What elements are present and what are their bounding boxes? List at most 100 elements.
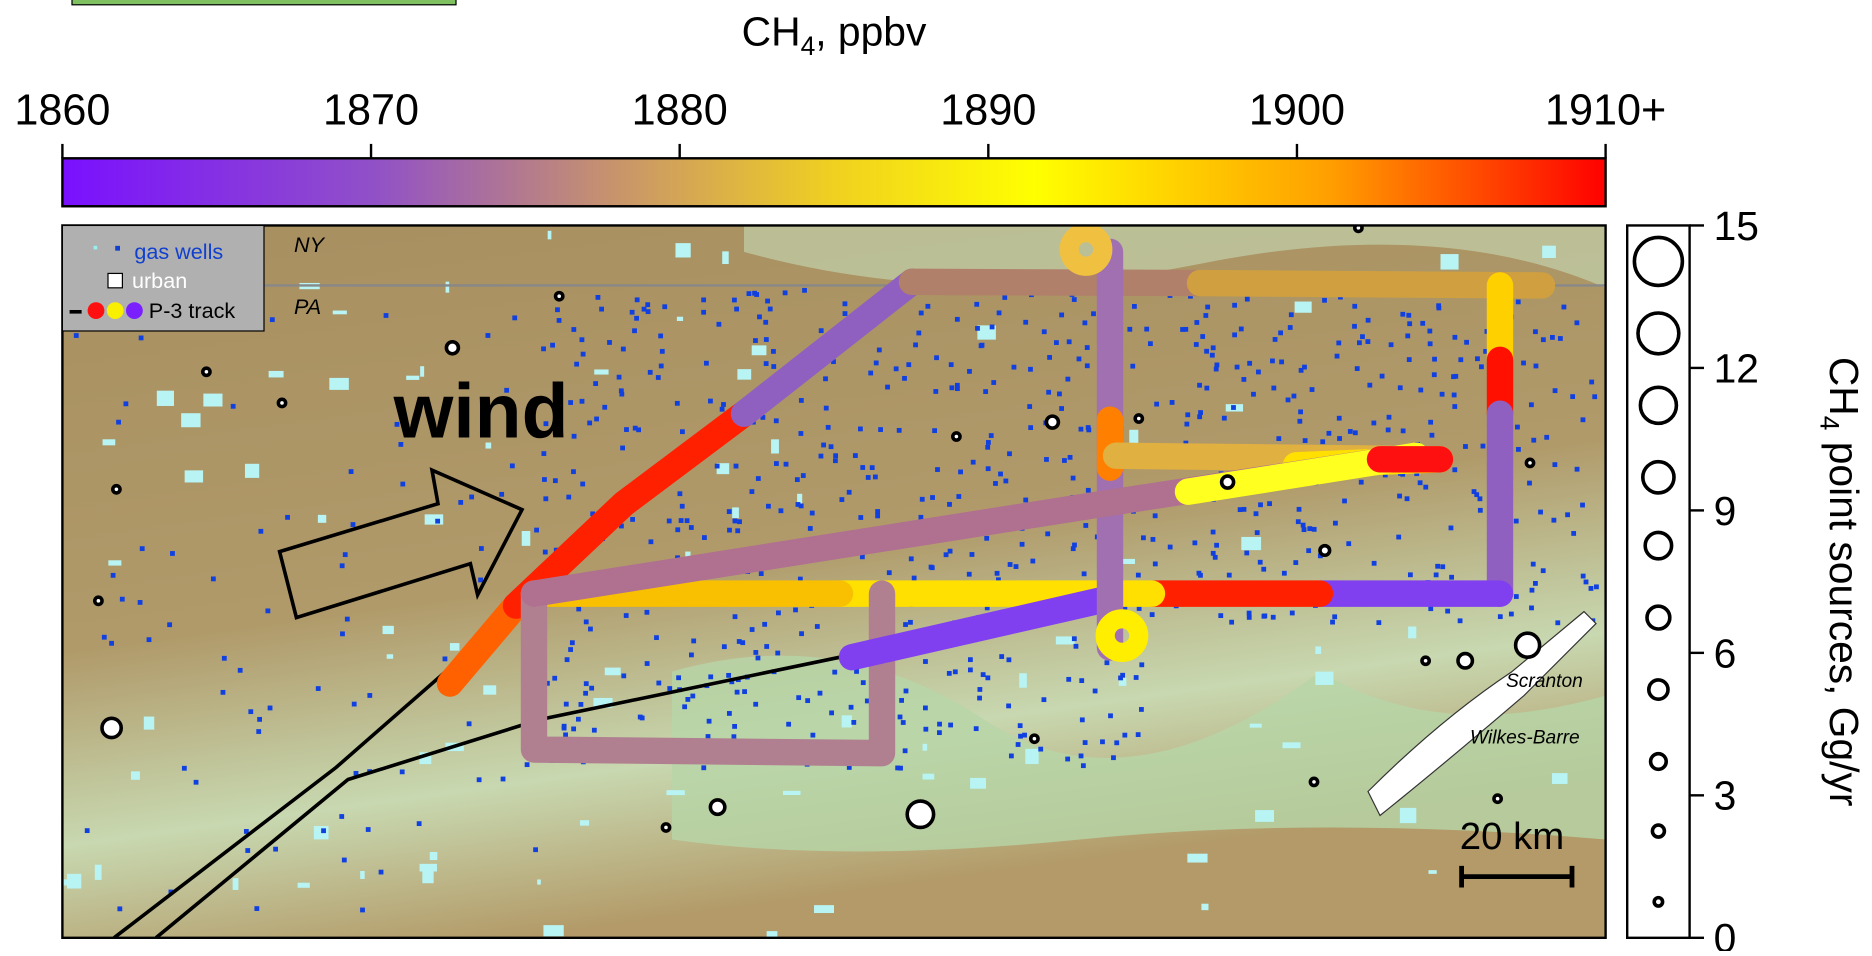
gas-well — [1247, 611, 1252, 616]
gas-well — [1008, 562, 1013, 567]
gas-well — [645, 302, 650, 307]
gas-well — [1108, 713, 1113, 718]
gas-well — [1028, 367, 1033, 372]
gas-well — [1184, 422, 1189, 427]
gas-well — [542, 477, 547, 482]
gas-well — [360, 908, 365, 913]
urban-patch — [677, 317, 683, 321]
gas-well — [116, 420, 121, 425]
gas-well — [579, 702, 584, 707]
gas-well — [1430, 433, 1435, 438]
gas-well — [1258, 502, 1263, 507]
gas-well — [1570, 394, 1575, 399]
gas-well — [1082, 320, 1087, 325]
gas-well — [1046, 390, 1051, 395]
gas-well — [720, 407, 725, 412]
gas-well — [566, 495, 571, 500]
gas-well — [1068, 455, 1073, 460]
gas-well — [1581, 574, 1586, 579]
gas-well — [1211, 530, 1216, 535]
gas-well — [1479, 364, 1484, 369]
gas-well — [400, 482, 405, 487]
gas-well — [986, 440, 991, 445]
gas-well — [1531, 438, 1536, 443]
gas-well — [1407, 321, 1412, 326]
gas-well — [1562, 305, 1567, 310]
gas-well — [645, 610, 650, 615]
gas-well — [1449, 526, 1454, 531]
gas-well — [417, 821, 422, 826]
gas-well — [580, 482, 585, 487]
gas-well — [593, 381, 598, 386]
gas-well — [909, 556, 914, 561]
size-legend-circle — [1649, 680, 1668, 699]
gas-well — [858, 427, 863, 432]
gas-well — [534, 528, 539, 533]
point-source — [556, 293, 563, 300]
urban-patch — [450, 643, 459, 651]
gas-well — [1014, 564, 1019, 569]
gas-well — [901, 720, 906, 725]
gas-well — [923, 727, 928, 732]
urban-patch — [970, 778, 986, 789]
gas-well — [1085, 363, 1090, 368]
gas-well — [1204, 386, 1209, 391]
gas-well — [722, 644, 727, 649]
gas-well — [1337, 416, 1342, 421]
gas-well — [799, 631, 804, 636]
size-tick-label: 3 — [1714, 773, 1737, 819]
gas-well — [974, 302, 979, 307]
gas-well — [1440, 392, 1445, 397]
size-tick-label: 15 — [1714, 203, 1759, 249]
gas-well — [102, 635, 107, 640]
gas-well — [194, 780, 199, 785]
gas-well — [1232, 332, 1237, 337]
legend-label: gas wells — [134, 239, 223, 264]
gas-well — [1594, 584, 1599, 589]
point-source — [95, 597, 102, 604]
gas-well — [1254, 511, 1259, 516]
urban-patch — [181, 413, 200, 427]
gas-well — [908, 620, 913, 625]
gas-well — [701, 297, 706, 302]
gas-well — [1214, 543, 1219, 548]
urban-patch — [333, 311, 347, 315]
gas-well — [689, 525, 694, 530]
gas-well — [727, 509, 732, 514]
gas-well — [747, 291, 752, 296]
inset-fragment — [72, 0, 456, 5]
gas-well — [1320, 439, 1325, 444]
point-source — [102, 718, 121, 737]
gas-well — [1086, 425, 1091, 430]
gas-well — [1359, 480, 1364, 485]
legend-label: urban — [132, 268, 187, 293]
gas-well — [676, 675, 681, 680]
gas-well — [799, 503, 804, 508]
gas-well — [1452, 467, 1457, 472]
urban-patch — [537, 879, 541, 884]
urban-patch — [233, 878, 239, 890]
size-tick-label: 0 — [1714, 915, 1737, 951]
gas-well — [1136, 732, 1141, 737]
gas-well — [1197, 383, 1202, 388]
gas-well — [1044, 457, 1049, 462]
gas-well — [839, 497, 844, 502]
gas-well — [860, 465, 865, 470]
gas-well — [1565, 512, 1570, 517]
gas-well — [563, 732, 568, 737]
gas-well — [923, 659, 928, 664]
gas-well — [1453, 374, 1458, 379]
gas-well — [479, 546, 484, 551]
gas-well — [735, 690, 740, 695]
gas-well — [1042, 329, 1047, 334]
gas-well — [877, 348, 882, 353]
gas-well — [1232, 303, 1237, 308]
gas-well — [1366, 318, 1371, 323]
gas-well — [1592, 394, 1597, 399]
gas-well — [1227, 573, 1232, 578]
gas-well — [607, 340, 612, 345]
gas-well — [774, 461, 779, 466]
gas-well — [916, 331, 921, 336]
gas-well — [1042, 697, 1047, 702]
